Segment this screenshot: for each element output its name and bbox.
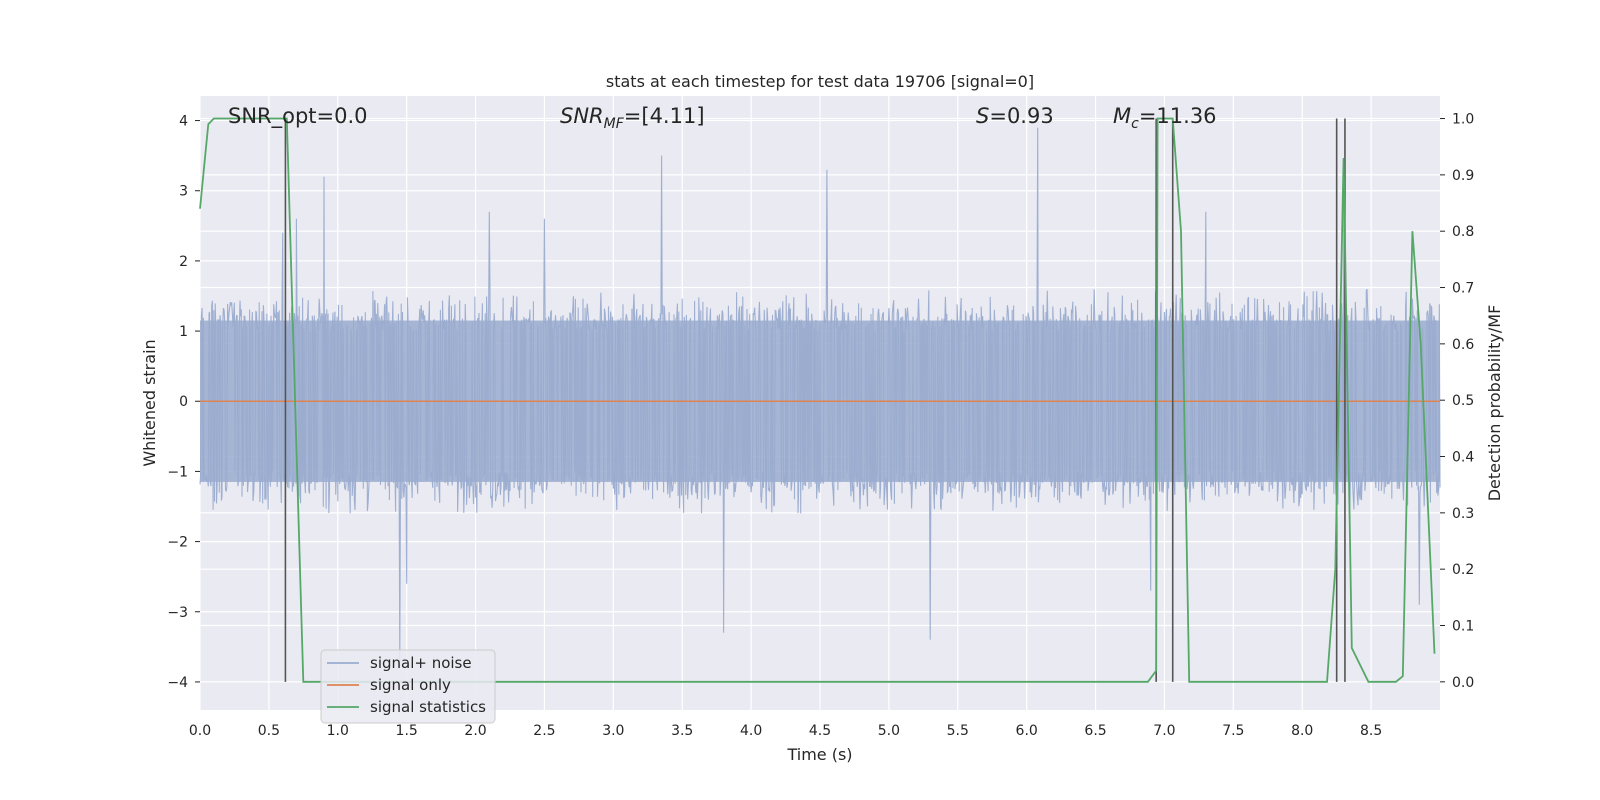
- x-axis-label: Time (s): [786, 745, 852, 764]
- x-tick-label: 7.5: [1222, 723, 1244, 739]
- annotation-snr-mf: SNRMF=[4.11]: [560, 104, 705, 132]
- x-tick-label: 3.0: [602, 723, 624, 739]
- x-tick-label: 1.5: [396, 723, 418, 739]
- y-tick-label-left: −3: [167, 605, 188, 621]
- x-tick-label: 3.5: [671, 723, 693, 739]
- x-tick-label: 8.0: [1291, 723, 1313, 739]
- y-tick-label-left: −4: [167, 675, 188, 691]
- annotation-s-main: S: [976, 104, 989, 128]
- x-tick-label: 6.5: [1084, 723, 1106, 739]
- y-tick-label-left: 4: [179, 114, 188, 130]
- x-tick-label: 7.0: [1153, 723, 1175, 739]
- legend: signal+ noise signal only signal statist…: [320, 649, 496, 724]
- y-tick-label-left: 2: [179, 254, 188, 270]
- x-tick-label: 4.5: [809, 723, 831, 739]
- annotation-snr-opt: SNR_opt=0.0: [228, 104, 368, 129]
- x-tick-label: 5.5: [947, 723, 969, 739]
- legend-label-signal-only: signal only: [370, 676, 451, 694]
- y-tick-label-right: 0.8: [1452, 224, 1474, 240]
- y-tick-label-right: 0.7: [1452, 281, 1474, 297]
- y-tick-label-right: 0.9: [1452, 168, 1474, 184]
- annotation-mc-sub: c: [1131, 116, 1139, 132]
- legend-label-signal-noise: signal+ noise: [370, 654, 472, 672]
- y-axis-label-right: Detection probability/MF: [1485, 305, 1504, 502]
- annotation-s-rest: =0.93: [989, 104, 1053, 128]
- x-tick-label: 4.0: [740, 723, 762, 739]
- x-tick-label: 8.5: [1360, 723, 1382, 739]
- annotation-snr-mf-sub: MF: [604, 116, 625, 132]
- x-tick-label: 1.0: [327, 723, 349, 739]
- annotation-snr-mf-main: SNR: [560, 104, 604, 128]
- y-tick-label-right: 0.6: [1452, 337, 1474, 353]
- x-tick-label: 0.5: [258, 723, 280, 739]
- annotation-mc: Mc=11.36: [1113, 104, 1217, 132]
- y-tick-label-right: 0.2: [1452, 562, 1474, 578]
- annotation-mc-rest: =11.36: [1139, 104, 1217, 128]
- legend-box: [320, 649, 496, 724]
- annotation-mc-main: M: [1113, 104, 1131, 128]
- y-tick-label-right: 0.1: [1452, 619, 1474, 635]
- y-tick-label-left: 3: [179, 184, 188, 200]
- y-tick-labels-left: 4 3 2 1 0 −1 −2 −3 −4: [167, 114, 200, 691]
- y-tick-labels-right: 1.0 0.9 0.8 0.7 0.6 0.5 0.4 0.3 0.2 0.1 0.0: [1440, 112, 1474, 691]
- annotation-snr-mf-rest: =[4.11]: [624, 104, 705, 128]
- signal-statistics-series: [199, 117, 1436, 683]
- y-tick-label-left: −1: [167, 464, 188, 480]
- x-tick-label: 0.0: [189, 723, 211, 739]
- y-tick-label-left: 1: [179, 324, 188, 340]
- y-tick-label-right: 0.4: [1452, 450, 1474, 466]
- annotation-s: S=0.93: [976, 104, 1054, 128]
- y-tick-label-right: 0.0: [1452, 675, 1474, 691]
- x-tick-labels: 0.0 0.5 1.0 1.5 2.0 2.5 3.0 3.5 4.0 4.5 5.0 5.5 6.0 6…: [189, 723, 1382, 739]
- chart-title: stats at each timestep for test data 197…: [606, 72, 1034, 91]
- y-tick-label-right: 1.0: [1452, 112, 1474, 128]
- y-axis-label-left: Whitened strain: [140, 339, 159, 466]
- y-tick-label-left: −2: [167, 535, 188, 551]
- signal-statistics-line: [199, 117, 1436, 683]
- y-tick-label-left: 0: [179, 394, 188, 410]
- x-tick-label: 2.5: [533, 723, 555, 739]
- x-tick-label: 6.0: [1016, 723, 1038, 739]
- x-tick-label: 5.0: [878, 723, 900, 739]
- y-tick-label-right: 0.3: [1452, 506, 1474, 522]
- y-tick-label-right: 0.5: [1452, 393, 1474, 409]
- x-tick-label: 2.0: [464, 723, 486, 739]
- legend-label-signal-statistics: signal statistics: [370, 698, 486, 716]
